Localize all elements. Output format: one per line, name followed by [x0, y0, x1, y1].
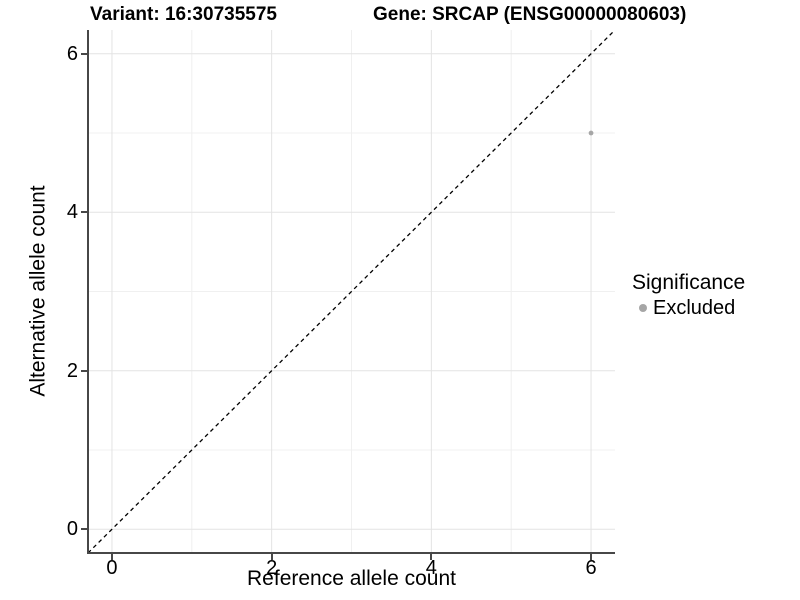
x-tick-mark: [270, 554, 273, 560]
legend-item: Excluded: [632, 297, 745, 319]
y-tick-label: 4: [66, 201, 78, 224]
y-tick-label: 0: [66, 518, 78, 541]
plot-panel: [88, 30, 615, 553]
plot-title-variant: Variant: 16:30735575: [90, 4, 277, 25]
y-tick-mark: [81, 52, 87, 55]
x-tick-mark: [110, 554, 113, 560]
scatter-plot-canvas: [88, 30, 615, 553]
legend-point-icon: [639, 304, 647, 313]
x-tick-mark: [430, 554, 433, 560]
legend-items: Excluded: [632, 297, 745, 319]
x-tick-label: 4: [425, 557, 437, 579]
y-tick-label: 2: [66, 359, 78, 382]
legend: Significance Excluded: [632, 271, 745, 319]
legend-title: Significance: [632, 271, 746, 294]
y-tick-mark: [81, 211, 87, 214]
x-tick-label: 0: [106, 557, 118, 579]
plot-title-gene: Gene: SRCAP (ENSG00000080603): [373, 4, 687, 25]
y-axis-line: [87, 30, 89, 554]
y-axis-title: Alternative allele count: [26, 185, 50, 397]
y-tick-mark: [81, 369, 87, 372]
x-tick-mark: [590, 554, 593, 560]
y-tick-label: 6: [66, 42, 78, 65]
x-axis-line: [87, 552, 615, 554]
x-axis-title: Reference allele count: [247, 567, 456, 590]
legend-item-label: Excluded: [653, 297, 736, 320]
identity-line: [88, 30, 615, 553]
data-point: [588, 130, 594, 136]
x-tick-label: 6: [585, 557, 597, 579]
x-tick-label: 2: [266, 557, 278, 579]
y-tick-mark: [81, 528, 87, 531]
